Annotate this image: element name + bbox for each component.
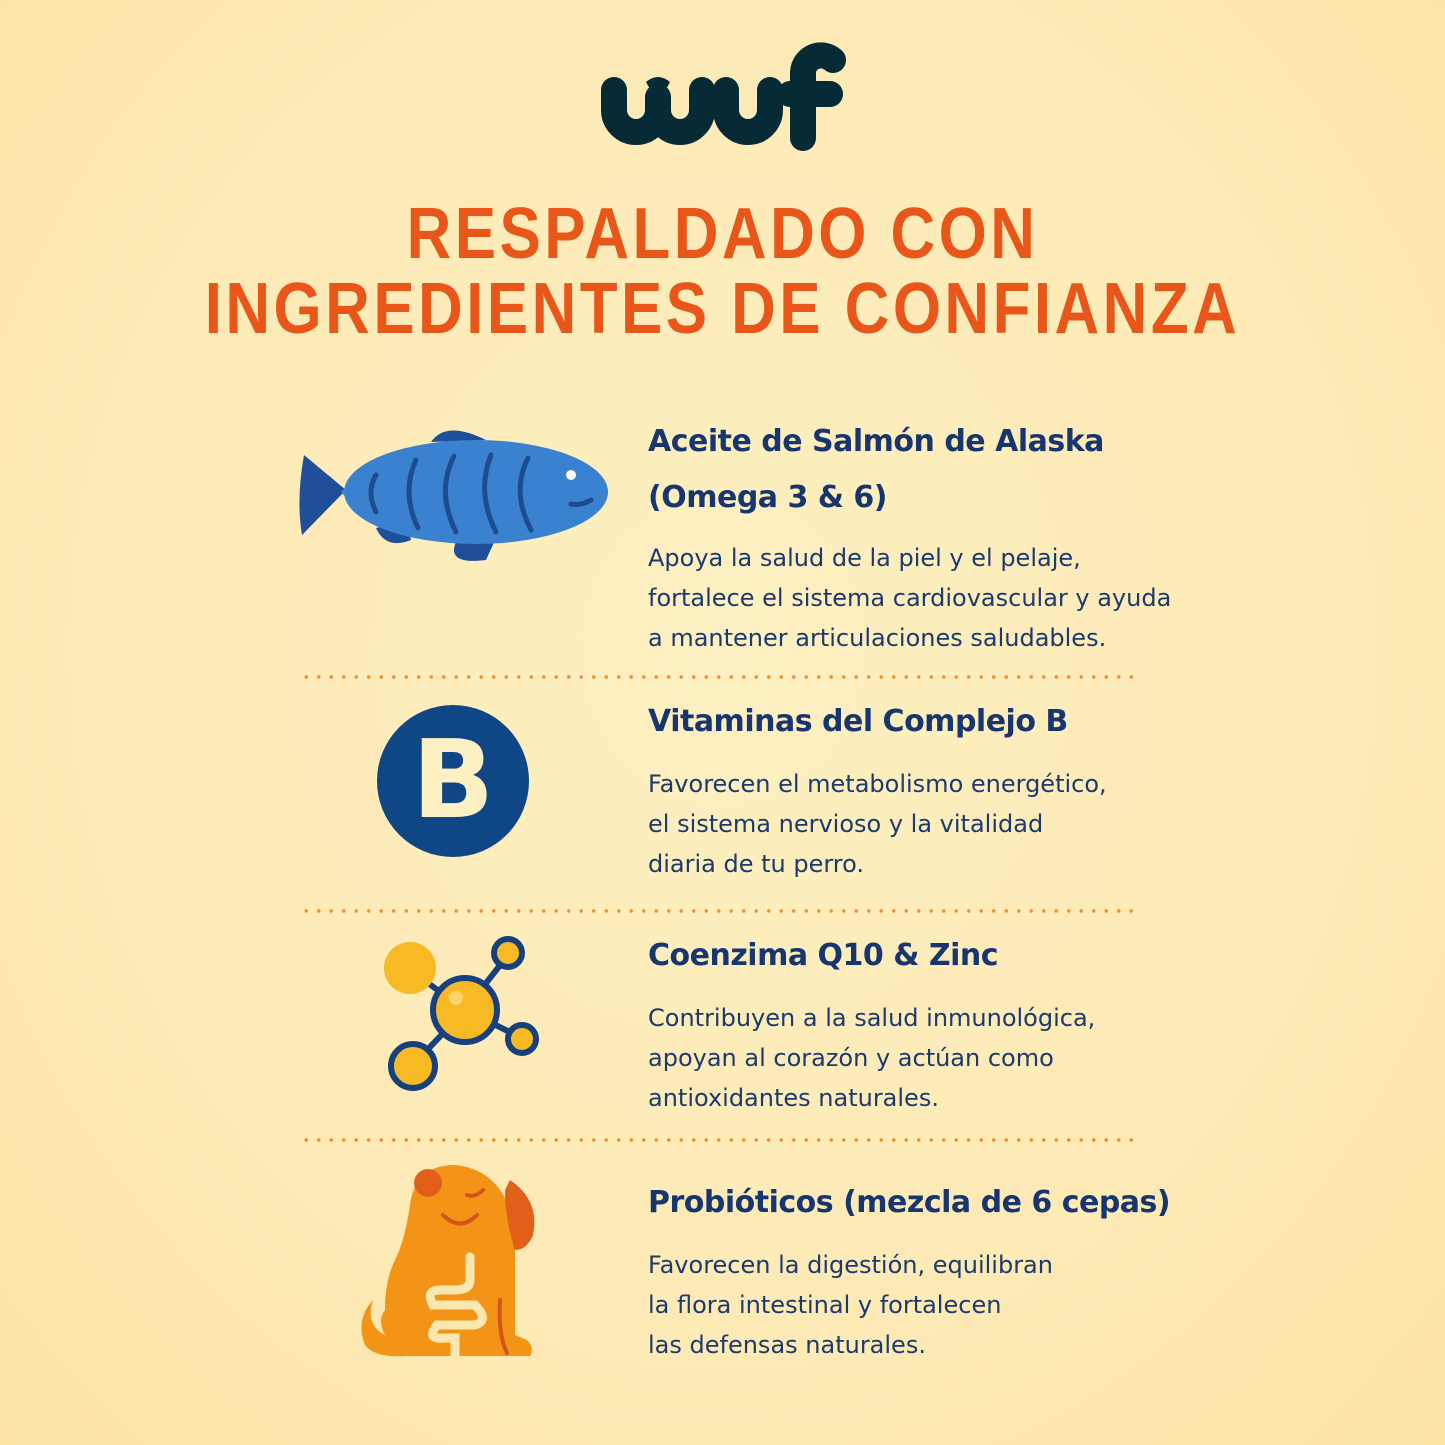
wuf-logo bbox=[601, 42, 846, 151]
divider bbox=[300, 1138, 1142, 1142]
item-1-heading-sub: (Omega 3 & 6) bbox=[648, 480, 888, 515]
item-2-description: Favorecen el metabolismo energético, el s… bbox=[648, 770, 1107, 878]
vitamin-b-icon: B bbox=[377, 705, 529, 857]
item-4-description: Favorecen la digestión, equilibran la flo… bbox=[648, 1251, 1053, 1359]
dog-gut-icon bbox=[361, 1165, 535, 1360]
item-4-heading: Probióticos (mezcla de 6 cepas) bbox=[648, 1185, 1171, 1220]
title-line-2: INGREDIENTES DE CONFIANZA bbox=[204, 269, 1241, 349]
fish-icon bbox=[299, 430, 608, 561]
item-3-heading: Coenzima Q10 & Zinc bbox=[648, 938, 999, 973]
divider bbox=[300, 675, 1142, 679]
item-3-description: Contribuyen a la salud inmunológica, apoy… bbox=[648, 1004, 1096, 1112]
item-1-description: Apoya la salud de la piel y el pelaje, fo… bbox=[648, 544, 1172, 652]
title-line-1: RESPALDADO CON bbox=[406, 194, 1039, 274]
molecule-icon bbox=[384, 936, 539, 1091]
item-1-heading: Aceite de Salmón de Alaska bbox=[648, 424, 1104, 459]
divider bbox=[300, 909, 1142, 913]
item-2-heading: Vitaminas del Complejo B bbox=[648, 704, 1068, 739]
